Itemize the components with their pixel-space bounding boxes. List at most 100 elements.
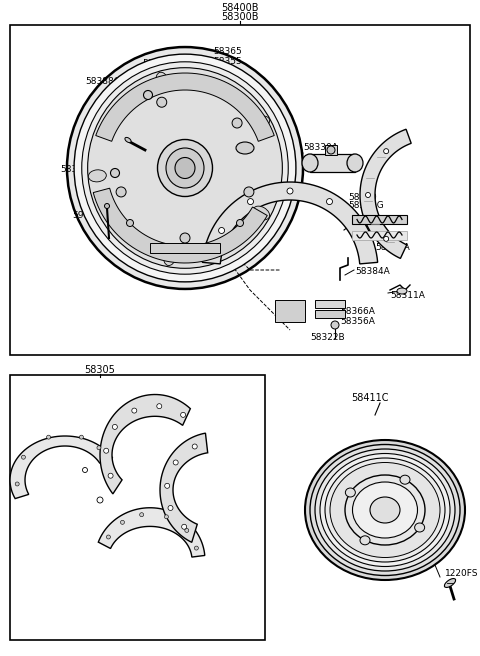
Ellipse shape — [132, 408, 137, 413]
Text: 58386B: 58386B — [60, 165, 95, 174]
Text: 58330A: 58330A — [303, 144, 338, 152]
Bar — [325, 145, 337, 155]
Polygon shape — [360, 129, 411, 258]
Bar — [150, 243, 220, 253]
Text: 58350G: 58350G — [348, 201, 384, 211]
Ellipse shape — [173, 460, 178, 465]
Text: 58355: 58355 — [213, 56, 242, 66]
Text: 58311A: 58311A — [390, 291, 425, 300]
Ellipse shape — [325, 458, 445, 562]
Ellipse shape — [140, 513, 144, 517]
Ellipse shape — [82, 62, 288, 274]
Ellipse shape — [253, 116, 270, 130]
Ellipse shape — [400, 475, 410, 484]
Text: 58366A: 58366A — [340, 308, 375, 316]
Ellipse shape — [125, 137, 131, 142]
Ellipse shape — [83, 468, 87, 472]
Ellipse shape — [185, 529, 189, 533]
Polygon shape — [96, 73, 274, 141]
Ellipse shape — [180, 413, 186, 417]
Ellipse shape — [384, 236, 389, 241]
Text: 58305: 58305 — [84, 365, 115, 375]
Ellipse shape — [218, 228, 225, 234]
Bar — [10, 25, 470, 355]
Text: 58388G: 58388G — [85, 77, 121, 87]
Ellipse shape — [144, 91, 153, 100]
Ellipse shape — [415, 523, 425, 532]
Text: 58394: 58394 — [142, 58, 170, 68]
Polygon shape — [93, 188, 267, 263]
Text: 58322B: 58322B — [310, 333, 345, 342]
Bar — [352, 215, 407, 224]
Ellipse shape — [180, 233, 190, 243]
Ellipse shape — [108, 473, 113, 478]
Ellipse shape — [347, 154, 363, 172]
Ellipse shape — [302, 154, 318, 172]
Bar — [352, 231, 407, 240]
Ellipse shape — [156, 72, 168, 90]
Text: 58400B: 58400B — [221, 3, 259, 13]
Text: 1220FS: 1220FS — [445, 569, 479, 579]
Polygon shape — [160, 433, 208, 543]
Text: 58370: 58370 — [348, 192, 377, 201]
Bar — [315, 300, 345, 308]
Ellipse shape — [79, 435, 84, 439]
Text: 58300B: 58300B — [221, 12, 259, 22]
Ellipse shape — [331, 321, 339, 329]
Ellipse shape — [444, 579, 456, 588]
Ellipse shape — [47, 435, 50, 439]
Ellipse shape — [397, 288, 407, 294]
Bar — [10, 375, 265, 640]
Text: 58365: 58365 — [213, 47, 242, 56]
Ellipse shape — [315, 449, 455, 571]
Ellipse shape — [127, 220, 133, 226]
Ellipse shape — [104, 448, 108, 453]
Ellipse shape — [232, 118, 242, 128]
Ellipse shape — [116, 187, 126, 197]
Ellipse shape — [181, 524, 187, 529]
Ellipse shape — [120, 520, 124, 524]
Bar — [310, 154, 355, 172]
Ellipse shape — [164, 248, 176, 266]
Ellipse shape — [107, 535, 110, 539]
Ellipse shape — [22, 455, 25, 459]
Ellipse shape — [320, 453, 450, 567]
Ellipse shape — [157, 403, 162, 409]
Ellipse shape — [166, 148, 204, 188]
Ellipse shape — [15, 482, 19, 486]
Ellipse shape — [88, 68, 282, 268]
Ellipse shape — [175, 157, 195, 178]
Ellipse shape — [326, 199, 333, 205]
Ellipse shape — [248, 199, 253, 205]
Ellipse shape — [97, 497, 103, 503]
Polygon shape — [98, 508, 205, 557]
Text: 58384A: 58384A — [355, 268, 390, 276]
Polygon shape — [10, 436, 113, 499]
Ellipse shape — [310, 445, 460, 575]
Text: 58356A: 58356A — [340, 316, 375, 325]
Ellipse shape — [287, 188, 293, 194]
Ellipse shape — [74, 54, 296, 282]
Ellipse shape — [352, 482, 418, 538]
Ellipse shape — [384, 149, 389, 154]
Polygon shape — [203, 182, 378, 264]
Ellipse shape — [194, 546, 198, 550]
Ellipse shape — [165, 483, 170, 488]
Ellipse shape — [168, 506, 173, 510]
Ellipse shape — [97, 446, 101, 450]
Ellipse shape — [330, 462, 440, 558]
Ellipse shape — [365, 192, 371, 197]
Ellipse shape — [192, 444, 197, 449]
Ellipse shape — [327, 146, 335, 154]
Ellipse shape — [244, 187, 254, 197]
Ellipse shape — [112, 424, 118, 430]
Ellipse shape — [110, 169, 120, 178]
Ellipse shape — [370, 497, 400, 523]
Ellipse shape — [236, 142, 254, 154]
Ellipse shape — [253, 206, 270, 220]
Bar — [275, 300, 305, 322]
Ellipse shape — [157, 97, 167, 107]
Ellipse shape — [67, 47, 303, 289]
Ellipse shape — [360, 536, 370, 545]
Ellipse shape — [237, 220, 243, 226]
